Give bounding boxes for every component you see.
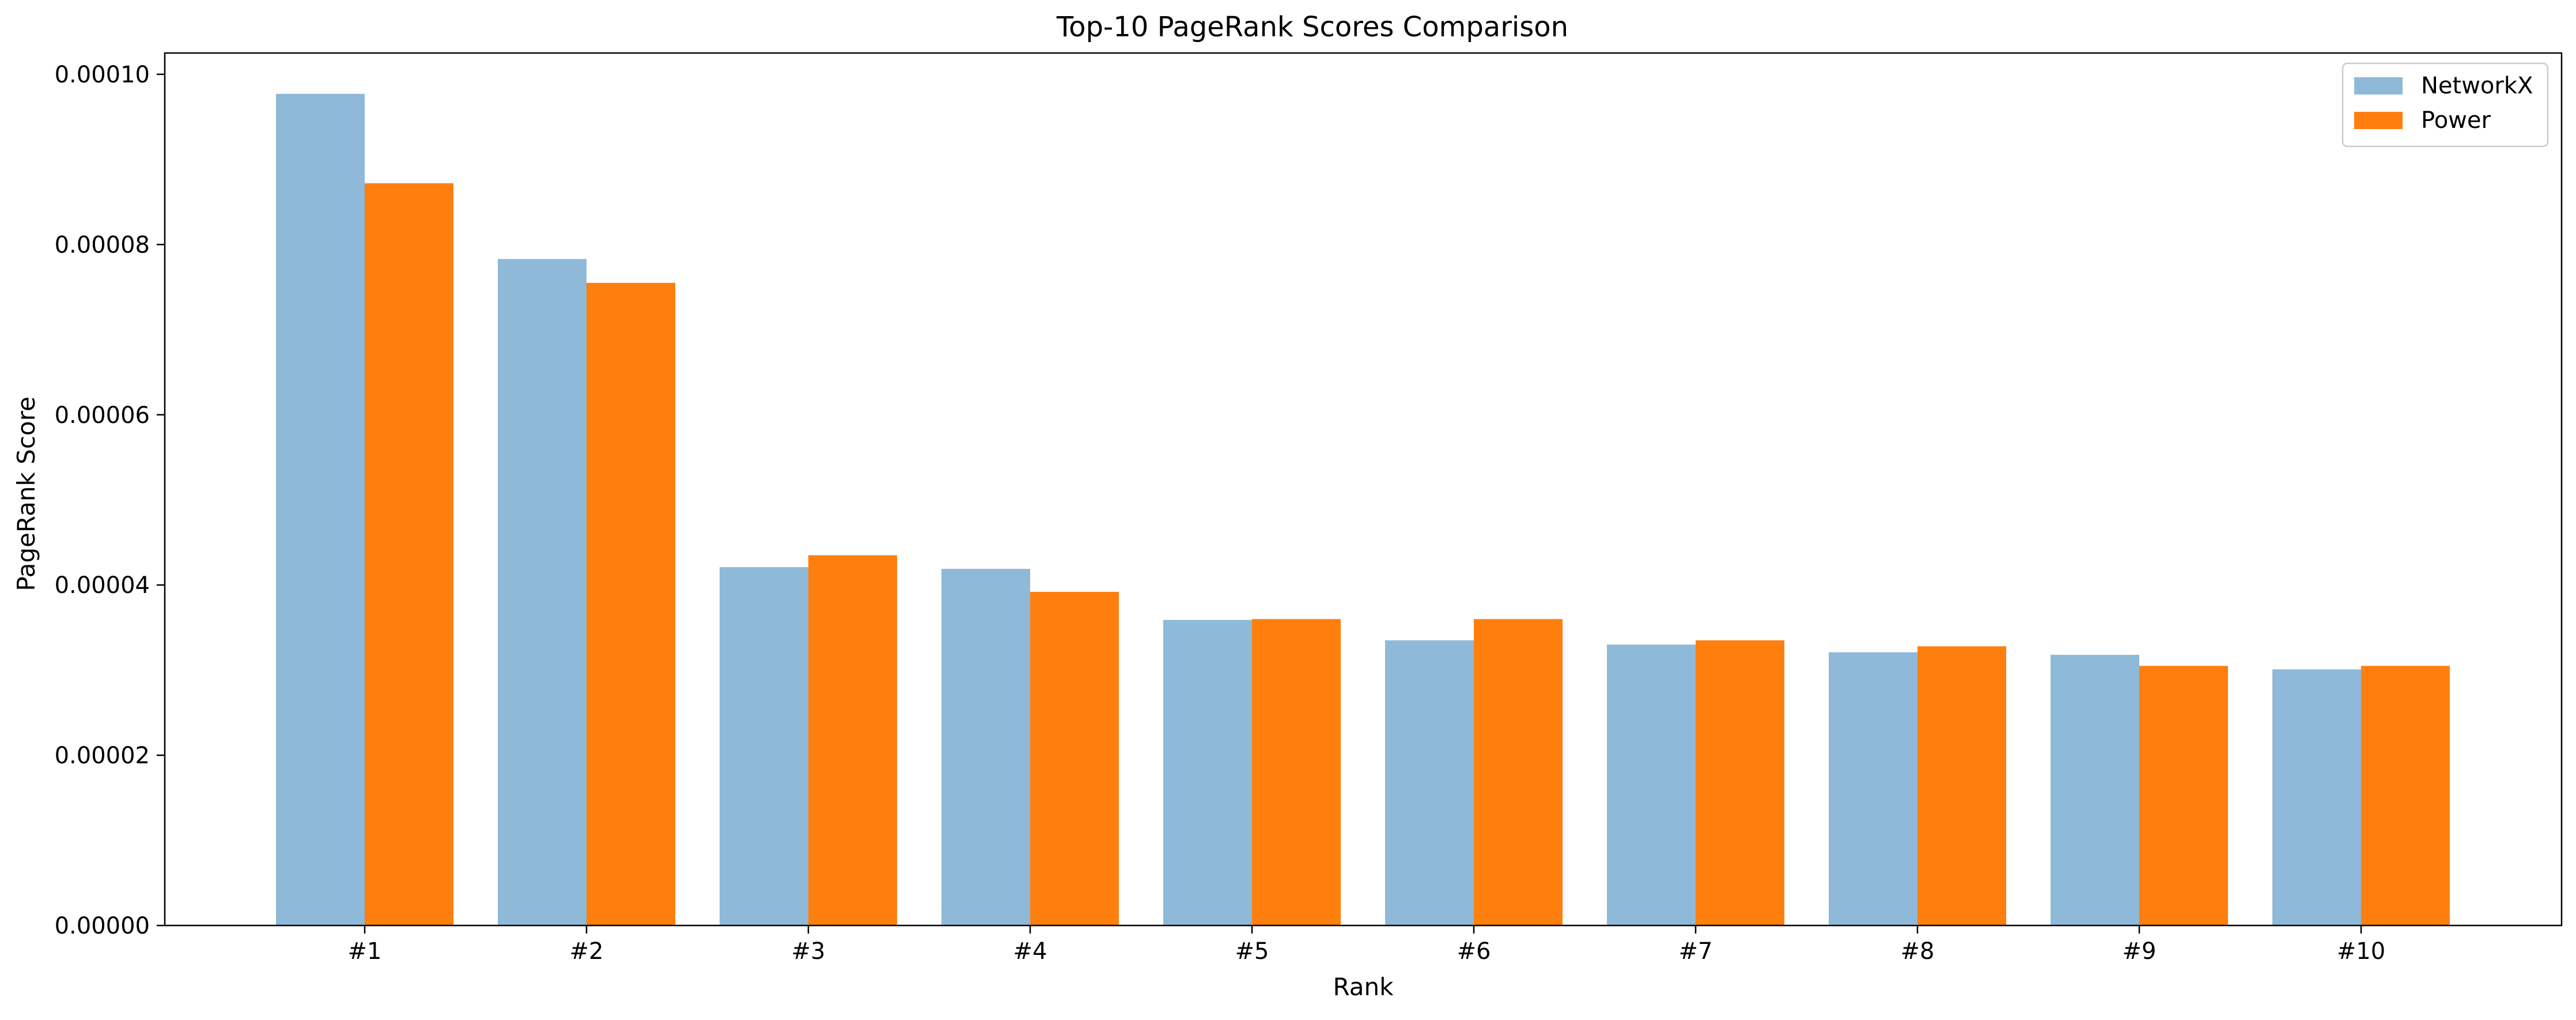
x-axis-label: Rank [1333,973,1394,1001]
x-tick-label: #6 [1457,938,1491,965]
bar-power-10 [2361,666,2450,925]
x-tick-label: #2 [570,938,604,965]
bar-networkx-5 [1163,620,1252,925]
bar-networkx-9 [2051,655,2139,925]
y-axis-label: PageRank Score [12,396,40,591]
bar-power-7 [1696,640,1784,925]
y-tick-label: 0.00000 [55,913,150,939]
bar-networkx-8 [1829,652,1917,925]
legend: NetworkX Power [2343,63,2548,146]
legend-swatch-networkx [2354,77,2403,95]
y-tick-label: 0.00006 [55,402,150,429]
x-tick-label: #8 [1901,938,1935,965]
x-tick-label: #4 [1013,938,1047,965]
bar-power-5 [1252,619,1341,925]
x-tick-label: #5 [1235,938,1269,965]
bar-networkx-2 [498,259,587,925]
x-tick-label: #3 [792,938,826,965]
y-tick-label: 0.00004 [55,572,150,599]
bar-power-3 [808,555,897,925]
bar-power-1 [365,183,453,925]
y-tick-label: 0.00010 [55,62,150,88]
bar-networkx-7 [1607,645,1696,925]
x-tick-label: #9 [2123,938,2157,965]
bar-power-8 [1917,647,2006,925]
bar-power-6 [1474,619,1563,925]
chart-title: Top-10 PageRank Scores Comparison [1056,11,1568,43]
bar-power-4 [1030,592,1119,925]
y-tick-label: 0.00008 [55,232,150,258]
y-tick-label: 0.00002 [55,743,150,769]
legend-label-power: Power [2421,107,2491,134]
legend-label-networkx: NetworkX [2421,73,2533,99]
x-tick-label: #1 [348,938,382,965]
bar-networkx-1 [276,94,365,925]
bar-networkx-3 [720,567,808,925]
x-tick-label: #10 [2337,938,2385,965]
bar-networkx-4 [941,569,1030,925]
bar-networkx-10 [2272,669,2361,925]
x-tick-label: #7 [1679,938,1713,965]
bars-layer [276,94,2450,925]
bar-power-9 [2139,666,2228,925]
legend-swatch-power [2354,112,2403,129]
bar-power-2 [587,283,675,925]
bar-networkx-6 [1385,640,1474,925]
